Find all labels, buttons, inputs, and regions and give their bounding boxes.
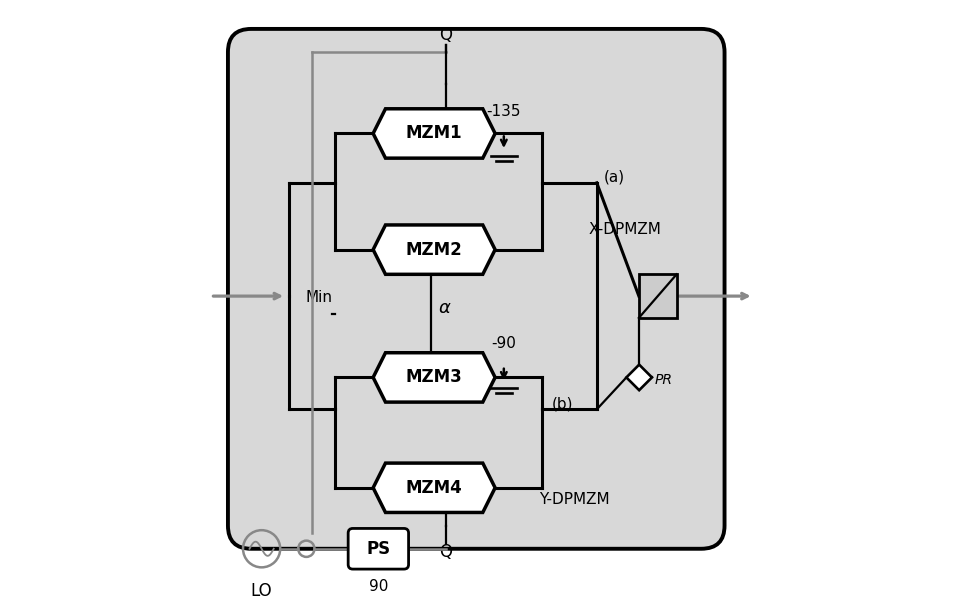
Text: α: α	[438, 298, 450, 317]
Polygon shape	[627, 365, 652, 390]
Text: MZM2: MZM2	[406, 241, 462, 259]
Text: -135: -135	[486, 104, 521, 119]
Text: LO: LO	[250, 582, 273, 600]
Text: PR: PR	[655, 373, 673, 387]
Polygon shape	[373, 109, 495, 158]
Polygon shape	[373, 353, 495, 402]
Text: MZM1: MZM1	[406, 124, 462, 142]
Text: (b): (b)	[552, 396, 573, 411]
FancyBboxPatch shape	[228, 29, 724, 549]
Text: Min: Min	[306, 290, 333, 305]
Text: PS: PS	[366, 540, 391, 558]
Text: Q: Q	[439, 543, 453, 561]
Text: MZM4: MZM4	[406, 479, 462, 497]
Text: X-DPMZM: X-DPMZM	[588, 222, 660, 237]
Polygon shape	[373, 463, 495, 513]
FancyBboxPatch shape	[348, 528, 409, 569]
Text: Q: Q	[439, 26, 453, 44]
Text: MZM3: MZM3	[406, 368, 462, 387]
Text: 90: 90	[368, 579, 388, 594]
Polygon shape	[373, 225, 495, 274]
Text: -90: -90	[491, 336, 516, 352]
Text: Y-DPMZM: Y-DPMZM	[539, 492, 609, 507]
Text: (a): (a)	[603, 169, 625, 185]
Bar	[639, 274, 677, 318]
